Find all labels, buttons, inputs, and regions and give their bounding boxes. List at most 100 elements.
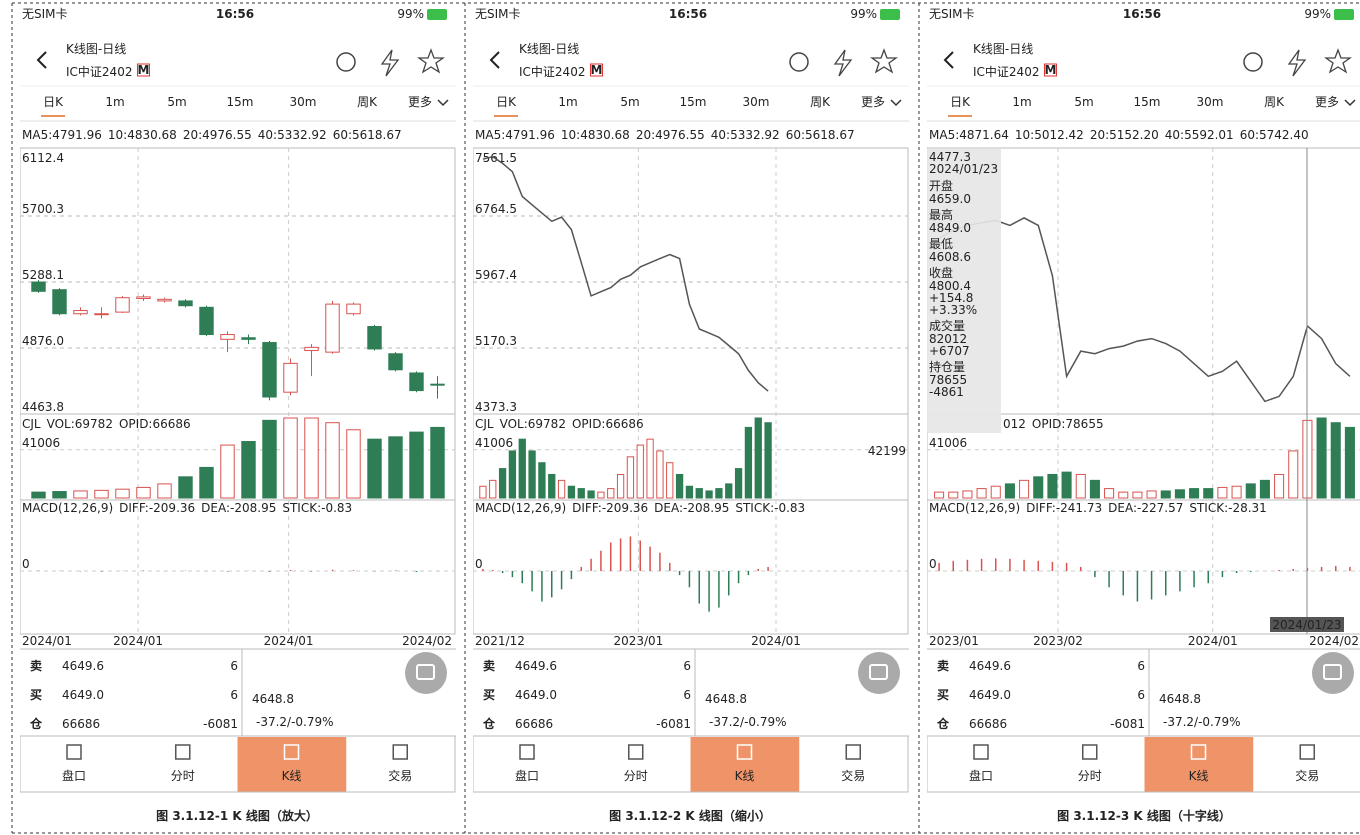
price-tick: 5967.4 xyxy=(475,268,517,282)
tab: 5m xyxy=(1074,95,1093,109)
more-arrow xyxy=(890,99,902,107)
volume-bar xyxy=(1330,422,1341,499)
volume-bar xyxy=(597,491,605,499)
nav-button[interactable]: 交易 xyxy=(841,744,865,783)
favorite-button[interactable] xyxy=(416,48,446,74)
nav-button[interactable]: 分时 xyxy=(1078,744,1102,783)
nav-border xyxy=(927,735,1360,793)
nav-label: 盘口 xyxy=(515,768,539,783)
tab: 日K xyxy=(43,95,64,109)
volume-bar xyxy=(1245,483,1256,499)
macd-bar xyxy=(737,571,740,584)
volume-bar xyxy=(1089,479,1100,499)
nav-active-bg xyxy=(237,737,347,792)
volume-bar xyxy=(934,491,945,499)
nav-button[interactable]: K线 xyxy=(690,737,800,792)
volume-bar xyxy=(528,450,536,499)
refresh-button[interactable] xyxy=(336,52,356,72)
back-button[interactable] xyxy=(36,51,47,69)
volume-bar xyxy=(616,473,625,499)
tooltip-value: +3.33% xyxy=(929,303,977,317)
caption: 图 3.1.12-3 K 线图（十字线） xyxy=(1057,808,1231,823)
back-button[interactable] xyxy=(943,51,954,69)
nav-button[interactable]: 盘口 xyxy=(515,744,539,783)
quote-price: 66686 xyxy=(515,717,553,731)
volume-bar xyxy=(508,450,517,499)
panel-content: 无SIM卡 16:56 99% K线图-日线 IC中证2402 M 日K 1m 5m 15m 30m… xyxy=(927,7,1360,793)
date-label: 2024/02 xyxy=(402,634,452,648)
nav-label: 盘口 xyxy=(969,768,993,783)
ma-legend: 40:5592.01 xyxy=(1165,128,1234,142)
nav-button[interactable]: 盘口 xyxy=(62,744,86,783)
quote-price: 66686 xyxy=(969,717,1007,731)
price-tick: 6764.5 xyxy=(475,202,517,216)
carrier: 无SIM卡 xyxy=(475,7,521,21)
candle-body xyxy=(346,303,361,315)
quote-price: 4649.6 xyxy=(515,659,557,673)
battery: 99% xyxy=(397,7,424,21)
nav-button[interactable]: K线 xyxy=(1144,737,1254,792)
candle-body xyxy=(304,346,319,352)
chart-pane xyxy=(20,147,456,415)
subtitle: K线图-日线 xyxy=(66,42,126,56)
volume-bar xyxy=(178,476,193,499)
flash-button[interactable] xyxy=(380,49,400,77)
quote-side: 买 xyxy=(483,688,495,702)
tab: 周K xyxy=(810,95,831,109)
nav-button[interactable]: 盘口 xyxy=(969,744,993,783)
quote-side: 仓 xyxy=(482,716,496,731)
nav-label: K线 xyxy=(1189,769,1209,783)
flash-button[interactable] xyxy=(833,49,853,77)
candle-body xyxy=(367,326,382,350)
refresh-button[interactable] xyxy=(789,52,809,72)
nav-button[interactable]: 分时 xyxy=(624,744,648,783)
battery-icon xyxy=(1334,9,1354,20)
macd-bar xyxy=(1150,571,1153,600)
volume-bar xyxy=(1344,426,1355,499)
switch-button[interactable] xyxy=(858,652,900,694)
nav-label: 分时 xyxy=(1078,769,1102,783)
volume-bar xyxy=(1104,488,1115,499)
quote-side: 卖 xyxy=(30,658,42,673)
macd-bar xyxy=(728,571,730,596)
date-label: 2024/01 xyxy=(1188,634,1238,648)
macd-bar xyxy=(289,569,292,571)
back-button[interactable] xyxy=(489,51,500,69)
volume-bar xyxy=(220,444,235,499)
flash-button[interactable] xyxy=(1287,49,1307,77)
macd-bar xyxy=(1320,566,1323,571)
nav-icon xyxy=(973,744,989,760)
macd-bar xyxy=(619,538,622,571)
candle-body xyxy=(262,342,277,398)
ma-legend: 20:4976.55 xyxy=(183,128,252,142)
nav-icon xyxy=(845,744,861,760)
nav-button[interactable]: 交易 xyxy=(1295,744,1319,783)
volume-bar xyxy=(1288,450,1299,499)
macd-bar xyxy=(521,571,523,584)
clock: 16:56 xyxy=(669,7,707,21)
switch-button[interactable] xyxy=(1312,652,1354,694)
nav-icon xyxy=(1082,744,1098,760)
ma-legend: 10:4830.68 xyxy=(561,128,630,142)
macd-bar xyxy=(1221,571,1224,578)
switch-button[interactable] xyxy=(405,652,447,694)
volume-bar xyxy=(1132,491,1143,499)
quote-volume: 6 xyxy=(230,688,238,702)
nav-icon xyxy=(175,744,191,760)
volume-bar xyxy=(1174,489,1185,499)
tooltip-box xyxy=(927,149,1001,433)
ma-legend: 60:5618.67 xyxy=(786,128,855,142)
macd-legend: DIFF:-241.73 xyxy=(1026,501,1102,515)
volume-bar xyxy=(646,438,654,499)
nav-button[interactable]: K线 xyxy=(237,737,347,792)
macd-bar xyxy=(669,562,671,571)
favorite-button[interactable] xyxy=(1323,48,1353,74)
refresh-button[interactable] xyxy=(1243,52,1263,72)
nav-button[interactable]: 交易 xyxy=(388,744,412,783)
nav-button[interactable]: 分时 xyxy=(171,744,195,783)
quote-side: 买 xyxy=(30,688,42,702)
candle-body xyxy=(178,300,193,307)
favorite-button[interactable] xyxy=(869,48,899,74)
tab: 1m xyxy=(105,95,124,109)
tab: 15m xyxy=(680,95,707,109)
